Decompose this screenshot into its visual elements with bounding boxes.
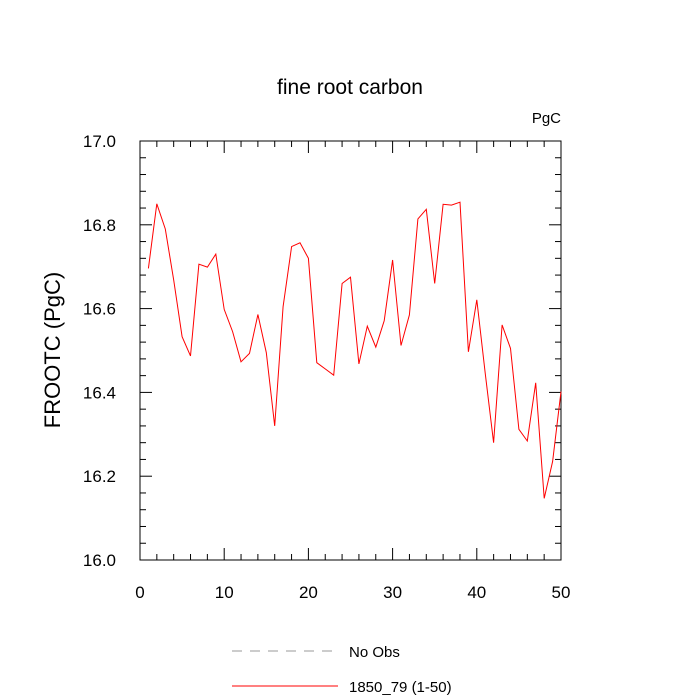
x-tick-label: 50	[552, 583, 571, 602]
y-tick-label: 17.0	[83, 132, 116, 151]
legend-label-1850-79: 1850_79 (1-50)	[349, 679, 452, 696]
x-tick-label: 20	[299, 583, 318, 602]
y-tick-label: 16.8	[83, 216, 116, 235]
chart-title: fine root carbon	[277, 76, 423, 99]
x-tick-label: 40	[467, 583, 486, 602]
y-tick-label: 16.6	[83, 300, 116, 319]
y-tick-label: 16.0	[83, 551, 116, 570]
x-tick-label: 0	[135, 583, 144, 602]
y-tick-label: 16.2	[83, 467, 116, 486]
y-axis-label: FROOTC (PgC)	[40, 272, 65, 428]
legend: No Obs 1850_79 (1-50)	[232, 644, 452, 696]
series-line	[147, 201, 562, 499]
x-tick-label: 30	[383, 583, 402, 602]
y-tick-label: 16.4	[83, 383, 116, 402]
plot-frame	[139, 140, 562, 561]
x-tick-label: 10	[215, 583, 234, 602]
units-label: PgC	[532, 110, 561, 127]
legend-label-no-obs: No Obs	[349, 644, 400, 661]
